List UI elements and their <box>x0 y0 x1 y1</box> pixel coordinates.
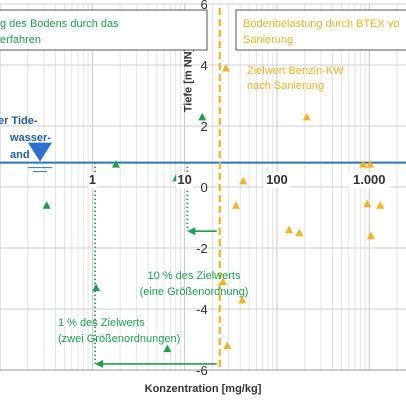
y-tick-label: 0 <box>200 180 207 195</box>
x-tick-bg <box>176 172 194 189</box>
reference-lines <box>0 8 406 370</box>
left-box-text: erfahren <box>0 34 41 46</box>
y-tick-label: 6 <box>200 0 207 12</box>
y-tick-label: 4 <box>200 58 207 73</box>
data-point <box>223 341 232 350</box>
data-point <box>376 201 385 209</box>
data-point <box>238 295 247 304</box>
data-point <box>359 160 368 168</box>
left-box-text: g des Bodens durch das <box>0 18 119 30</box>
data-point <box>284 225 293 234</box>
tide-label: wasser- <box>9 132 51 144</box>
y-tick-label: 2 <box>200 119 207 134</box>
ten-percent-label: 10 % des Zielwerts <box>148 270 241 282</box>
one-percent-label: 1 % des Zielwerts <box>58 317 145 329</box>
data-point <box>239 176 248 185</box>
x-tick-label: 1 <box>89 172 96 187</box>
x-tick-bg <box>348 172 391 189</box>
right-box-text: Sanierung <box>243 34 293 46</box>
tide-label: and <box>10 149 30 161</box>
y-axis-title: Tiefe [m NN] <box>183 47 195 112</box>
x-tick-label: 1.000 <box>353 172 386 187</box>
data-point <box>218 277 227 286</box>
x-axis-title: Konzentration [mg/kg] <box>145 383 262 395</box>
data-point <box>302 112 311 121</box>
data-point <box>198 112 207 121</box>
x-tick-bg <box>264 172 290 189</box>
y-tick-label: -2 <box>196 241 208 256</box>
data-point <box>163 344 172 353</box>
ten-percent-label: (eine Größenordnung) <box>140 286 249 298</box>
y-tick-label: -6 <box>196 363 208 378</box>
data-point <box>366 231 375 240</box>
data-point <box>366 160 375 168</box>
data-point <box>231 201 240 209</box>
left-title-box <box>0 9 208 51</box>
right-title-box <box>235 9 406 51</box>
zielwert-label: nach Sanierung <box>247 80 324 92</box>
data-point <box>363 199 372 208</box>
x-tick-label: 10 <box>177 172 191 187</box>
x-tick-bg <box>88 172 97 189</box>
data-point <box>221 64 230 72</box>
data-point <box>295 228 304 237</box>
data-points <box>42 64 385 353</box>
right-box-text: Bodenbelastung durch BTEX vo <box>243 18 400 30</box>
tick-labels: 1 10 100 1.000 6 4 2 0 -2 -4 -6 Tiefe [m NN] Konzent… <box>88 0 391 395</box>
tide-label: er Tide- <box>0 115 38 127</box>
data-point <box>111 160 120 168</box>
one-percent-arrow-head <box>95 359 104 368</box>
y-tick-label: -4 <box>196 302 208 317</box>
data-point <box>92 283 101 292</box>
water-level-symbol <box>28 142 52 162</box>
annotations: g des Bodens durch das erfahren Bodenbelas… <box>0 9 406 345</box>
x-tick-label: 100 <box>266 172 288 187</box>
one-percent-label: (zwei Größenordnungen) <box>58 333 180 345</box>
ten-percent-arrow-head <box>187 227 196 236</box>
data-point <box>42 201 51 209</box>
zielwert-label: Zielwert Benzin-KW <box>247 65 344 77</box>
